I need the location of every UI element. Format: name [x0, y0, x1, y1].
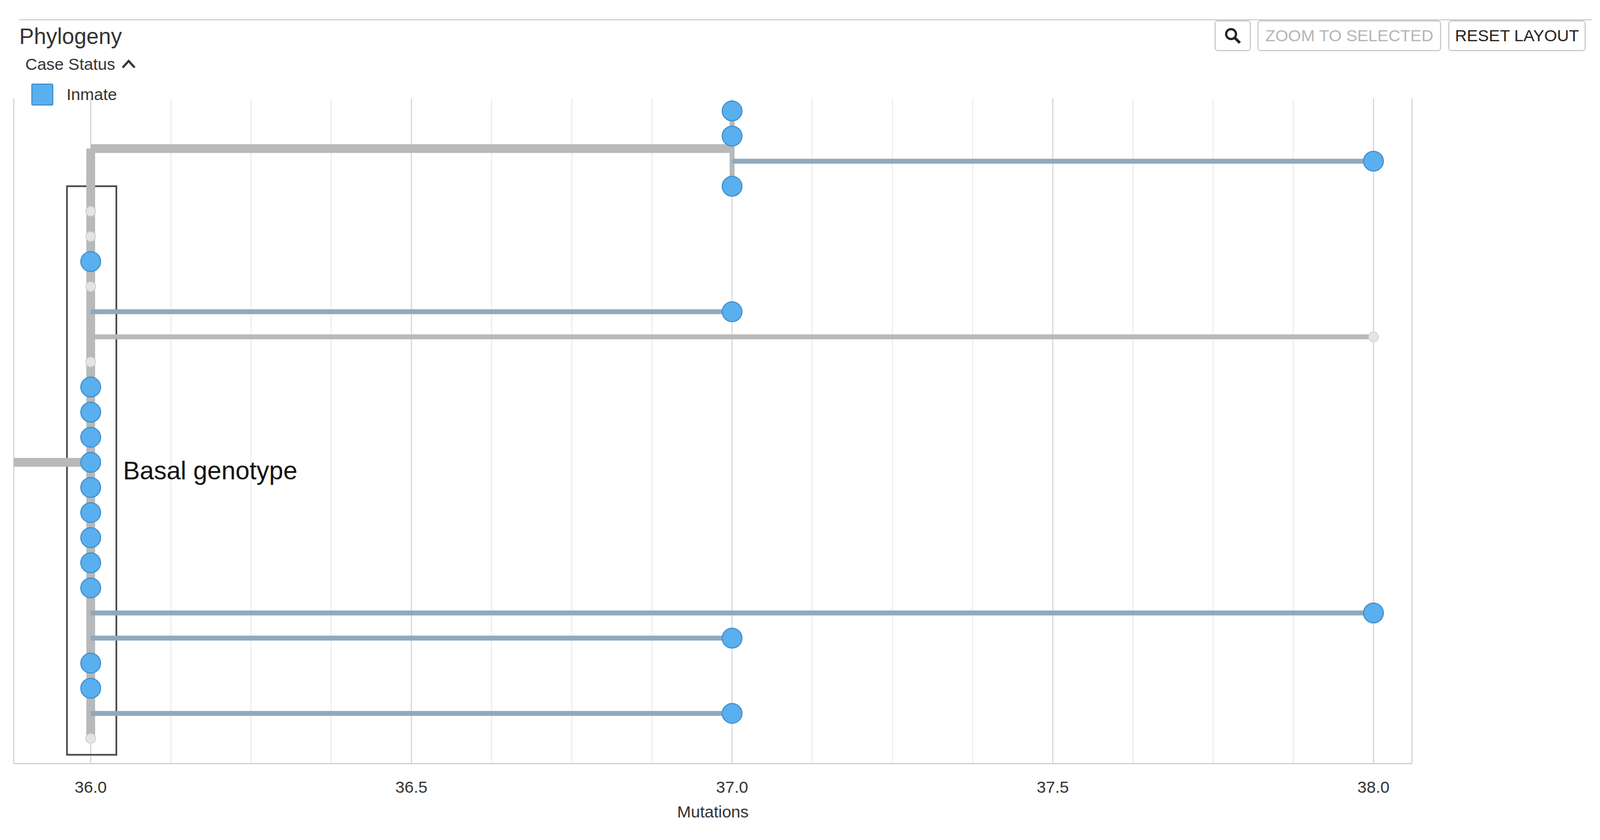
svg-text:Basal genotype: Basal genotype [123, 456, 298, 485]
svg-text:38.0: 38.0 [1357, 778, 1390, 797]
html-text:ZOOM TO SELECTED: ZOOM TO SELECTED [1265, 26, 1434, 45]
svg-text:36.0: 36.0 [74, 778, 107, 797]
html-text:RESET LAYOUT: RESET LAYOUT [1454, 26, 1579, 45]
html-text:Inmate: Inmate [66, 85, 117, 104]
html-text:Case Status: Case Status [25, 54, 116, 74]
svg-text:37.5: 37.5 [1036, 778, 1069, 797]
svg-text:36.5: 36.5 [395, 778, 428, 797]
svg-text:Mutations: Mutations [676, 802, 749, 821]
html-text:Phylogeny: Phylogeny [19, 24, 122, 49]
svg-text:37.0: 37.0 [715, 778, 748, 797]
